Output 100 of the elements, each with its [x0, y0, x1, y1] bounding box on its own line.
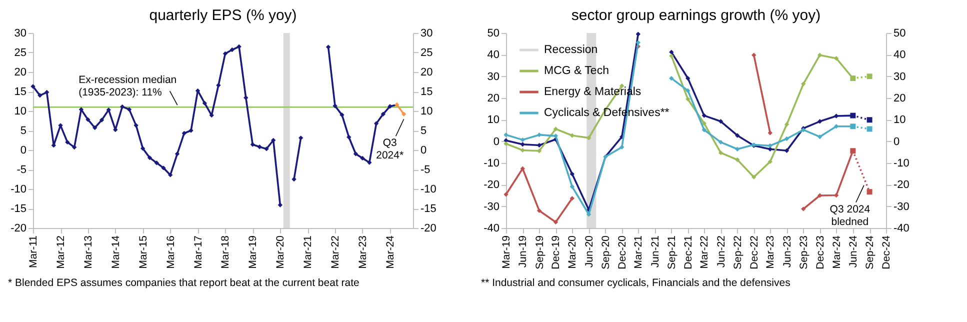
x-tick-label: Mar-20 — [274, 235, 287, 269]
point — [570, 196, 575, 201]
point — [834, 56, 839, 61]
point — [394, 102, 400, 108]
y2-tick-label: 30 — [420, 28, 433, 40]
point — [30, 84, 36, 89]
point — [140, 146, 146, 151]
point — [374, 121, 379, 126]
point — [99, 118, 104, 122]
y-tick-label: -40 — [484, 222, 500, 234]
y-tick-label: 20 — [14, 66, 26, 78]
point — [168, 172, 173, 178]
y2-tick-label: -30 — [894, 200, 910, 213]
point — [866, 126, 872, 132]
point — [72, 144, 77, 150]
point — [222, 51, 228, 56]
point — [92, 125, 98, 130]
y2-tick-label: 5 — [420, 125, 427, 137]
x-tick-label: Mar-24 — [384, 235, 396, 269]
point — [603, 154, 608, 160]
x-tick-label: Mar-18 — [220, 235, 232, 269]
y2-tick-label: 25 — [420, 47, 433, 59]
point — [570, 184, 575, 189]
band-label: Recession — [544, 44, 598, 56]
point — [504, 192, 508, 197]
point — [367, 160, 372, 165]
point — [866, 74, 872, 80]
point — [669, 54, 674, 58]
point — [340, 112, 344, 118]
x-tick-label: Mar-15 — [137, 235, 150, 269]
x-tick-label: Dec-21 — [682, 235, 694, 270]
y2-tick-label: -10 — [420, 184, 436, 196]
point — [278, 202, 283, 208]
y2-tick-label: -10 — [894, 158, 910, 170]
y-tick-label: 30 — [487, 70, 500, 83]
y-tick-label: -10 — [484, 158, 500, 170]
y-tick-label: -15 — [10, 203, 26, 215]
y-tick-label: 15 — [14, 86, 26, 98]
point — [570, 172, 575, 176]
x-tick-label: Mar-23 — [356, 235, 369, 269]
point — [147, 155, 152, 160]
y-tick-label: 30 — [14, 28, 26, 40]
point — [230, 47, 234, 52]
y2-tick-label: 10 — [420, 106, 433, 118]
x-tick-label: Sep-20 — [600, 235, 612, 270]
y-tick-label: -5 — [16, 164, 26, 176]
y-tick-label: 10 — [14, 106, 26, 118]
point — [154, 160, 160, 166]
x-tick-label: Mar-20 — [566, 235, 579, 269]
point — [236, 44, 242, 49]
y-tick-label: 40 — [487, 49, 500, 62]
point — [44, 90, 50, 95]
point — [86, 117, 90, 122]
point — [65, 140, 70, 145]
x-tick-label: Jun-24 — [847, 235, 860, 268]
point — [718, 150, 724, 156]
point — [188, 128, 194, 133]
x-tick-label: Sep-21 — [666, 235, 678, 270]
y-tick-label: 0 — [20, 144, 26, 156]
point — [380, 112, 386, 116]
x-tick-label: Mar-22 — [330, 235, 342, 269]
x-tick-label: Dec-20 — [616, 235, 628, 270]
legend-label: MCG & Tech — [544, 65, 609, 77]
point — [866, 189, 872, 195]
x-tick-label: Mar-12 — [55, 235, 68, 269]
x-tick-label: Mar-16 — [164, 235, 177, 269]
x-tick-label: Mar-21 — [302, 235, 314, 269]
annotation: Q3 2024 bledned — [830, 203, 870, 228]
text: * Blended EPS assumes companies that report beat at the current beat rate — [8, 277, 360, 289]
x-tick-label: Jun-20 — [583, 235, 596, 268]
y-tick-label: -20 — [10, 222, 26, 234]
y2-tick-label: 40 — [894, 49, 906, 62]
y2-tick-label: 30 — [894, 70, 906, 83]
point — [636, 40, 640, 45]
chart-title: quarterly EPS (% yoy) — [149, 7, 297, 24]
point — [536, 208, 542, 214]
point — [202, 100, 208, 106]
x-tick-label: Mar-24 — [830, 235, 843, 269]
x-tick-label: Mar-19 — [247, 235, 260, 269]
y-tick-label: 25 — [14, 47, 26, 59]
x-tick-label: Sep-23 — [798, 235, 810, 270]
point — [38, 93, 42, 98]
x-tick-label: Mar-21 — [632, 235, 645, 269]
point — [134, 123, 138, 128]
point — [126, 107, 132, 112]
point — [401, 112, 406, 116]
x-tick-label: Mar-19 — [500, 235, 512, 269]
point — [360, 156, 365, 161]
y2-tick-label: -20 — [894, 179, 910, 192]
y2-tick-label: 15 — [420, 86, 433, 98]
y2-tick-label: -5 — [420, 164, 430, 176]
point — [174, 152, 180, 156]
x-tick-label: Mar-13 — [82, 235, 94, 269]
text: ** Industrial and consumer cyclicals, Financials and the defensives — [481, 277, 790, 289]
point — [216, 82, 221, 88]
x-tick-label: Dec-23 — [814, 235, 826, 270]
x-tick-label: Sep-19 — [534, 235, 546, 270]
point — [636, 32, 640, 36]
y2-tick-label: 0 — [420, 144, 427, 156]
point — [817, 52, 822, 58]
